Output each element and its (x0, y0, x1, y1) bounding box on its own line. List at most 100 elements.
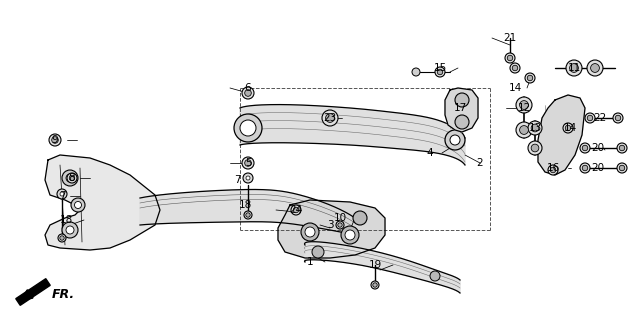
Circle shape (585, 113, 595, 123)
Circle shape (58, 234, 66, 242)
Text: 21: 21 (504, 33, 516, 43)
Circle shape (60, 236, 64, 240)
Text: 5: 5 (244, 158, 252, 168)
Text: 8: 8 (68, 173, 76, 183)
Circle shape (582, 145, 588, 151)
Circle shape (246, 176, 250, 180)
Circle shape (345, 230, 355, 240)
Polygon shape (16, 279, 50, 305)
Circle shape (326, 113, 334, 122)
Circle shape (244, 90, 252, 96)
Circle shape (336, 221, 344, 229)
Circle shape (520, 126, 529, 134)
Text: 18: 18 (60, 215, 72, 225)
Circle shape (591, 64, 600, 72)
Circle shape (587, 60, 603, 76)
Circle shape (615, 115, 621, 121)
Circle shape (71, 198, 85, 212)
Circle shape (516, 122, 532, 138)
Circle shape (531, 144, 539, 152)
Circle shape (512, 65, 518, 71)
Circle shape (563, 123, 573, 133)
Circle shape (341, 226, 359, 244)
Circle shape (455, 93, 469, 107)
Circle shape (455, 115, 469, 129)
Circle shape (582, 165, 588, 171)
Circle shape (516, 97, 532, 113)
Text: 13: 13 (529, 123, 541, 133)
Circle shape (528, 141, 542, 155)
Circle shape (291, 205, 301, 215)
Circle shape (580, 143, 590, 153)
Circle shape (412, 68, 420, 76)
Circle shape (566, 60, 582, 76)
Text: 18: 18 (238, 200, 252, 210)
Circle shape (531, 124, 539, 132)
Polygon shape (538, 95, 585, 175)
Circle shape (66, 174, 74, 182)
Circle shape (49, 134, 61, 146)
Circle shape (293, 207, 299, 213)
Text: 19: 19 (369, 260, 381, 270)
Circle shape (430, 271, 440, 281)
Circle shape (301, 223, 319, 241)
Text: 11: 11 (568, 63, 580, 73)
Circle shape (305, 227, 315, 237)
Circle shape (520, 100, 529, 109)
Circle shape (371, 281, 379, 289)
Circle shape (617, 163, 627, 173)
Circle shape (62, 170, 78, 186)
Circle shape (580, 163, 590, 173)
Circle shape (617, 143, 627, 153)
Circle shape (588, 115, 593, 121)
Text: 24: 24 (289, 205, 303, 215)
Circle shape (620, 145, 625, 151)
Circle shape (508, 55, 513, 61)
Text: 7: 7 (59, 191, 65, 201)
Circle shape (445, 130, 465, 150)
Text: 14: 14 (563, 123, 577, 133)
Circle shape (353, 211, 367, 225)
Circle shape (435, 67, 445, 77)
Text: 22: 22 (593, 113, 607, 123)
Text: 9: 9 (52, 135, 58, 145)
Polygon shape (305, 242, 460, 293)
Circle shape (322, 110, 338, 126)
Circle shape (527, 75, 532, 81)
Circle shape (326, 114, 334, 122)
Circle shape (437, 69, 443, 75)
Text: 17: 17 (453, 103, 467, 113)
Circle shape (450, 135, 460, 145)
Circle shape (57, 189, 67, 199)
Text: 23: 23 (323, 113, 337, 123)
Text: 15: 15 (433, 63, 447, 73)
Text: FR.: FR. (52, 288, 75, 301)
Polygon shape (240, 105, 465, 165)
Circle shape (52, 137, 58, 143)
Circle shape (246, 213, 250, 217)
Circle shape (620, 165, 625, 171)
Circle shape (505, 53, 515, 63)
Text: 2: 2 (477, 158, 483, 168)
Circle shape (62, 222, 78, 238)
Circle shape (525, 73, 535, 83)
Circle shape (570, 64, 579, 72)
Circle shape (66, 226, 74, 234)
Text: 7: 7 (234, 175, 240, 185)
Circle shape (243, 173, 253, 183)
Text: 16: 16 (547, 163, 559, 173)
Circle shape (60, 192, 64, 196)
Circle shape (338, 223, 342, 227)
Circle shape (242, 87, 254, 99)
Circle shape (67, 173, 77, 183)
Circle shape (244, 160, 252, 166)
Circle shape (548, 165, 558, 175)
Text: 6: 6 (244, 83, 252, 93)
Text: 10: 10 (333, 213, 347, 223)
Polygon shape (278, 200, 385, 258)
Polygon shape (140, 190, 355, 235)
Text: 1: 1 (307, 257, 314, 267)
Circle shape (550, 167, 556, 173)
Circle shape (242, 157, 254, 169)
Text: 4: 4 (427, 148, 433, 158)
